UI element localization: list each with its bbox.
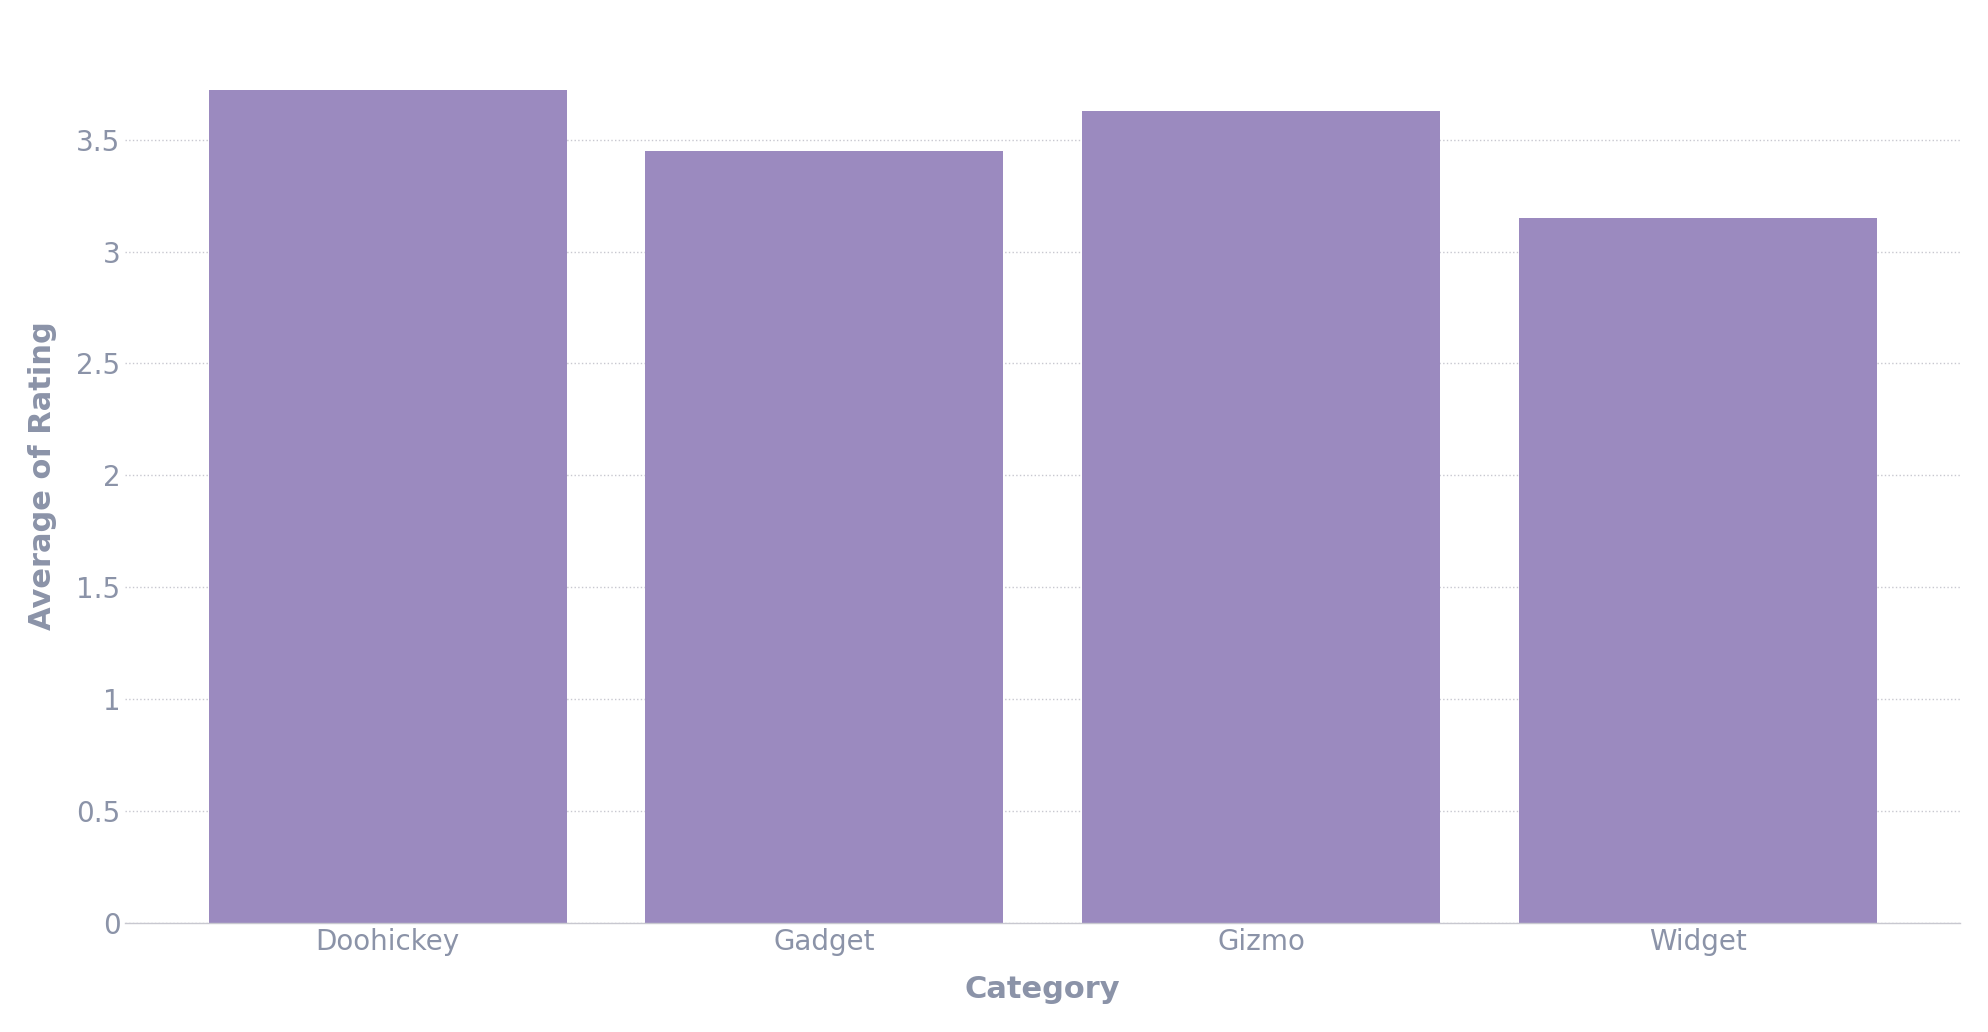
Bar xyxy=(1519,218,1877,923)
Bar xyxy=(1081,110,1439,923)
Bar xyxy=(646,151,1004,923)
Y-axis label: Average of Rating: Average of Rating xyxy=(28,321,58,630)
Bar xyxy=(209,91,567,923)
X-axis label: Category: Category xyxy=(964,975,1121,1004)
